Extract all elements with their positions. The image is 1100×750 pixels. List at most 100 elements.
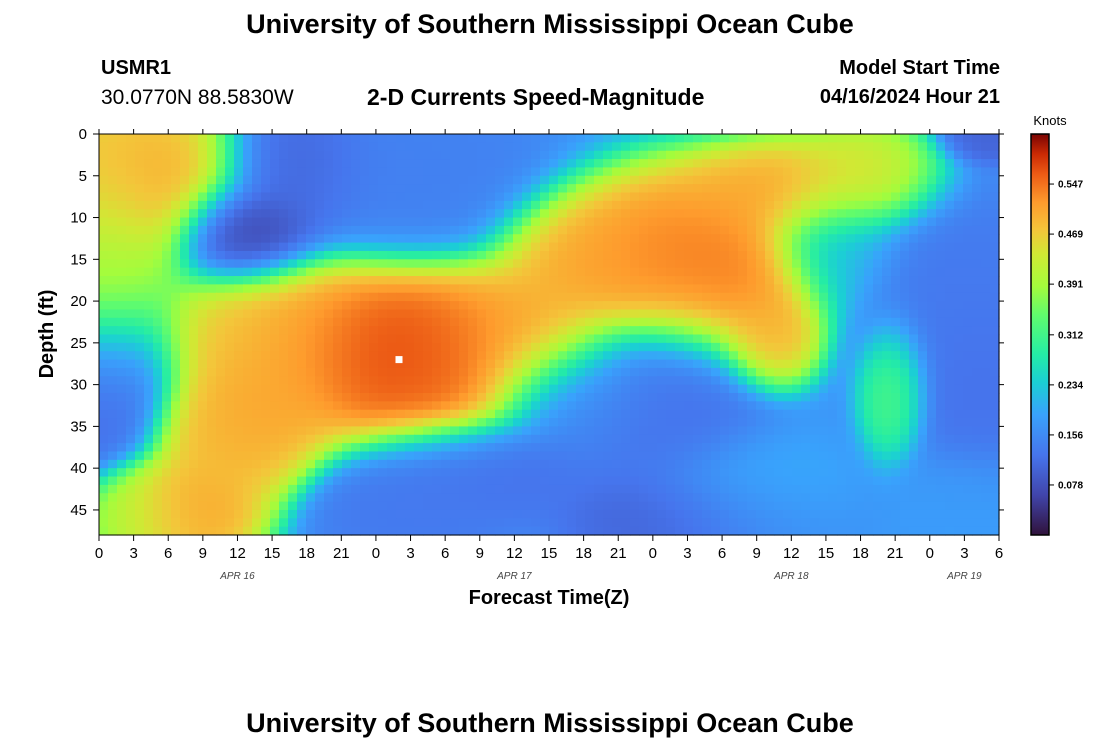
- heatmap-cell: [639, 367, 649, 377]
- heatmap-cell: [900, 267, 910, 277]
- heatmap-cell: [684, 142, 694, 152]
- heatmap-cell: [486, 225, 496, 235]
- heatmap-cell: [567, 292, 577, 302]
- heatmap-cell: [729, 359, 739, 369]
- heatmap-cell: [243, 301, 253, 311]
- heatmap-cell: [927, 175, 937, 185]
- heatmap-cell: [648, 468, 658, 478]
- heatmap-cell: [243, 192, 253, 202]
- heatmap-cell: [117, 376, 127, 386]
- heatmap-cell: [126, 217, 136, 227]
- heatmap-cell: [432, 150, 442, 160]
- heatmap-cell: [963, 526, 973, 536]
- heatmap-cell: [711, 493, 721, 503]
- heatmap-cell: [945, 217, 955, 227]
- heatmap-cell: [270, 167, 280, 177]
- heatmap-cell: [495, 526, 505, 536]
- heatmap-cell: [846, 392, 856, 402]
- heatmap-cell: [513, 326, 523, 336]
- heatmap-cell: [990, 459, 1000, 469]
- heatmap-cell: [414, 309, 424, 319]
- heatmap-cell: [837, 484, 847, 494]
- heatmap-cell: [252, 484, 262, 494]
- heatmap-cell: [108, 409, 118, 419]
- heatmap-cell: [972, 434, 982, 444]
- heatmap-cell: [864, 426, 874, 436]
- heatmap-cell: [684, 367, 694, 377]
- heatmap-cell: [621, 518, 631, 528]
- heatmap-cell: [990, 200, 1000, 210]
- heatmap-cell: [675, 200, 685, 210]
- heatmap-cell: [387, 392, 397, 402]
- heatmap-cell: [333, 342, 343, 352]
- heatmap-cell: [369, 367, 379, 377]
- heatmap-cell: [153, 359, 163, 369]
- heatmap-cell: [585, 234, 595, 244]
- heatmap-cell: [936, 376, 946, 386]
- heatmap-cell: [441, 359, 451, 369]
- heatmap-cell: [297, 468, 307, 478]
- heatmap-cell: [468, 150, 478, 160]
- heatmap-cell: [153, 192, 163, 202]
- heatmap-cell: [819, 401, 829, 411]
- heatmap-cell: [792, 334, 802, 344]
- heatmap-cell: [243, 418, 253, 427]
- heatmap-cell: [918, 451, 928, 461]
- heatmap-cell: [720, 259, 730, 269]
- heatmap-cell: [117, 359, 127, 369]
- heatmap-cell: [567, 159, 577, 169]
- heatmap-cell: [180, 509, 190, 519]
- heatmap-cell: [153, 418, 163, 427]
- heatmap-cell: [342, 301, 352, 311]
- heatmap-cell: [513, 242, 523, 252]
- heatmap-cell: [738, 418, 748, 427]
- heatmap-cell: [612, 184, 622, 194]
- heatmap-cell: [630, 359, 640, 369]
- heatmap-cell: [297, 334, 307, 344]
- heatmap-cell: [225, 351, 235, 361]
- heatmap-cell: [954, 159, 964, 169]
- heatmap-cell: [495, 342, 505, 352]
- heatmap-cell: [639, 351, 649, 361]
- heatmap-cell: [486, 484, 496, 494]
- heatmap-cell: [774, 518, 784, 528]
- heatmap-cell: [108, 384, 118, 394]
- heatmap-cell: [171, 184, 181, 194]
- heatmap-cell: [612, 342, 622, 352]
- heatmap-cell: [576, 159, 586, 169]
- heatmap-cell: [585, 142, 595, 152]
- heatmap-cell: [171, 509, 181, 519]
- heatmap-cell: [198, 242, 208, 252]
- heatmap-cell: [567, 267, 577, 277]
- heatmap-cell: [909, 476, 919, 486]
- heatmap-cell: [306, 509, 316, 519]
- heatmap-cell: [495, 384, 505, 394]
- heatmap-cell: [990, 267, 1000, 277]
- heatmap-cell: [180, 334, 190, 344]
- heatmap-cell: [405, 418, 415, 427]
- heatmap-cell: [873, 351, 883, 361]
- heatmap-cell: [927, 476, 937, 486]
- heatmap-cell: [144, 301, 154, 311]
- heatmap-cell: [513, 526, 523, 536]
- heatmap-cell: [306, 301, 316, 311]
- heatmap-cell: [99, 267, 109, 277]
- heatmap-cell: [639, 250, 649, 260]
- heatmap-cell: [522, 276, 532, 285]
- heatmap-cell: [423, 267, 433, 277]
- heatmap-cell: [531, 518, 541, 528]
- heatmap-cell: [477, 501, 487, 511]
- heatmap-cell: [891, 284, 901, 294]
- heatmap-cell: [783, 392, 793, 402]
- heatmap-cell: [270, 418, 280, 427]
- heatmap-cell: [198, 468, 208, 478]
- heatmap-cell: [918, 309, 928, 319]
- heatmap-cell: [711, 301, 721, 311]
- heatmap-cell: [360, 309, 370, 319]
- heatmap-cell: [927, 418, 937, 427]
- heatmap-cell: [693, 200, 703, 210]
- heatmap-cell: [576, 468, 586, 478]
- heatmap-cell: [99, 434, 109, 444]
- heatmap-cell: [216, 309, 226, 319]
- heatmap-cell: [315, 175, 325, 185]
